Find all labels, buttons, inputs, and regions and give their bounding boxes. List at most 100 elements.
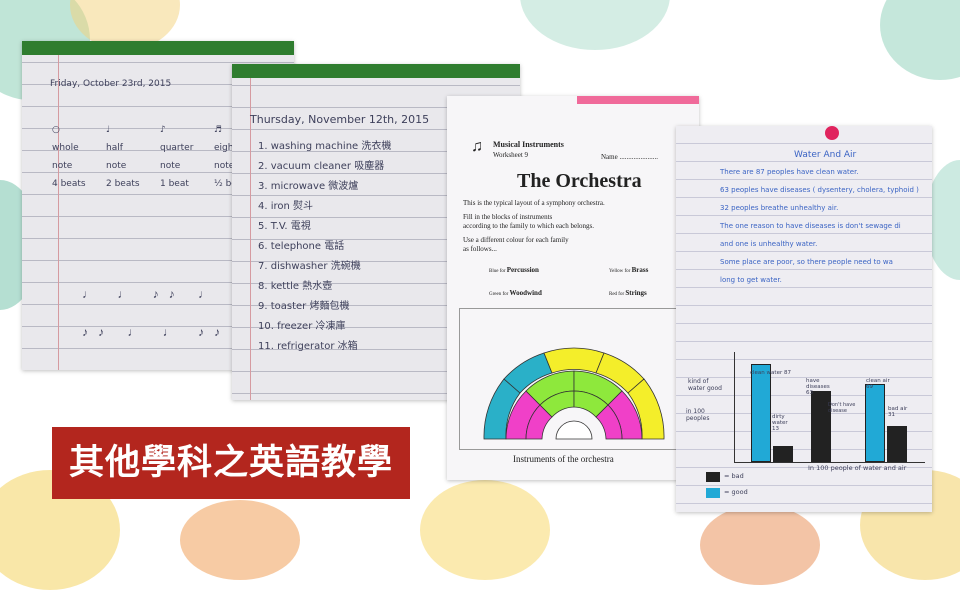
list-item: 6. telephone 電話 [258, 241, 345, 252]
legend-family: Percussion [506, 266, 539, 274]
text-line: There are 87 peoples have clean water. [720, 168, 859, 176]
chart-bar [865, 384, 885, 462]
chart-annotation: bad air 31 [888, 406, 908, 418]
table-cell: ♩ [106, 125, 111, 135]
legend-family: Strings [625, 289, 647, 297]
chart-annotation: Don't have disease [828, 402, 856, 414]
list-item: 2. vacuum cleaner 吸塵器 [258, 161, 385, 172]
worksheet-header: Musical Instruments [493, 140, 564, 149]
rhythm-notes-drawing: ♪♪ ♩ ♩ ♪♪ [82, 325, 231, 339]
legend-prefix: Blue for [489, 269, 506, 274]
margin-line [58, 55, 59, 370]
strings-block [595, 404, 623, 440]
legend-label-good: = good [724, 488, 748, 496]
list-item: 10. freezer 冷凍庫 [258, 321, 346, 332]
table-cell: whole [52, 143, 79, 153]
page-date: Thursday, November 12th, 2015 [250, 113, 430, 126]
chart-annotation: dirty water 13 [772, 414, 788, 432]
legend-swatch-good [706, 488, 720, 498]
brass-block [627, 378, 665, 440]
watercolor-dot [420, 480, 550, 580]
table-cell: eighth [214, 143, 243, 153]
music-logo-icon: ♫ [471, 138, 483, 155]
instruction-text: Fill in the blocks of instruments [463, 213, 553, 221]
watercolor-dot [180, 500, 300, 580]
table-cell: ½ beat [214, 179, 246, 189]
notebook-photo-water-air: Water And Air There are 87 peoples have … [676, 126, 932, 512]
table-cell: ○ [52, 125, 60, 135]
list-item: 1. washing machine 洗衣機 [258, 141, 392, 152]
chart-x-label: In 100 people of water and air [808, 464, 907, 472]
worksheet-intro: This is the typical layout of a symphony… [463, 199, 605, 207]
list-item: 7. dishwasher 洗碗機 [258, 261, 361, 272]
list-item: 8. kettle 熱水壺 [258, 281, 333, 292]
legend-family: Brass [631, 266, 649, 274]
water-air-bar-chart [734, 352, 925, 463]
legend-prefix: Yellow for [609, 269, 631, 274]
watercolor-dot [700, 505, 820, 585]
binder-clip-edge [577, 96, 699, 104]
legend-brass: Yellow for Brass [609, 266, 648, 274]
table-cell: ♪ [160, 125, 166, 135]
legend-label-bad: = bad [724, 472, 744, 480]
worksheet-number: Worksheet 9 [493, 151, 529, 159]
orchestra-seating-svg [483, 347, 665, 440]
legend-strings: Red for Strings [609, 289, 647, 297]
orchestra-layout-diagram [459, 308, 689, 450]
table-cell: note [52, 161, 73, 171]
worksheet-title: The Orchestra [517, 170, 642, 192]
instruction-text: according to the family to which each be… [463, 222, 595, 230]
chart-annotation: clean water 87 [750, 370, 791, 376]
table-cell: note [106, 161, 127, 171]
text-line: 63 peoples have diseases ( dysentery, ch… [720, 186, 919, 194]
instruction-text: Use a different colour for each family [463, 236, 569, 244]
chart-bar [751, 364, 771, 462]
legend-percussion: Blue for Percussion [489, 266, 539, 274]
text-line: and one is unhealthy water. [720, 240, 818, 248]
watercolor-dot [520, 0, 670, 50]
chart-bar [773, 446, 793, 462]
legend-family: Woodwind [509, 289, 542, 297]
page-title: Water And Air [794, 150, 857, 160]
list-item: 9. toaster 烤麵包機 [258, 301, 350, 312]
list-item: 4. iron 熨斗 [258, 201, 314, 212]
legend-woodwind: Green for Woodwind [489, 289, 542, 297]
table-cell: 4 beats [52, 179, 86, 189]
page-date: Friday, October 23rd, 2015 [50, 79, 172, 89]
name-label-text: Name [601, 153, 618, 161]
list-item: 3. microwave 微波爐 [258, 181, 359, 192]
list-item: 11. refrigerator 冰箱 [258, 341, 358, 352]
notebook-cover-edge [22, 41, 294, 55]
paragraph-lines: There are 87 peoples have clean water. 6… [720, 168, 919, 294]
note-value-table: ○ ♩ ♪ ♬ whole half quarter eighth note n… [52, 125, 268, 189]
text-line: Some place are poor, so there people nee… [720, 258, 893, 266]
list-item: 5. T.V. 電視 [258, 221, 311, 232]
title-banner: 其他學科之英語教學 [52, 427, 410, 499]
notebook-cover-edge [232, 64, 520, 78]
chart-bar [887, 426, 907, 462]
table-cell: 2 beats [106, 179, 140, 189]
name-label: Name ...................... [601, 153, 658, 161]
worksheet-photo-orchestra: ♫ Musical Instruments Worksheet 9 Name .… [447, 96, 699, 480]
rhythm-notes-drawing: ♩ ♩ ♪♪ ♩ [82, 287, 221, 301]
appliance-list: 1. washing machine 洗衣機 2. vacuum cleaner… [258, 137, 391, 357]
margin-line [250, 78, 251, 400]
chart-bar [811, 391, 831, 462]
pin-icon [825, 126, 839, 140]
brass-block [543, 347, 605, 374]
text-line: The one reason to have diseases is don't… [720, 222, 901, 230]
text-line: 32 peoples breathe unhealthy air. [720, 204, 839, 212]
legend-prefix: Red for [609, 292, 625, 297]
chart-annotation: have diseases 63 [806, 378, 830, 396]
banner-title: 其他學科之英語教學 [68, 442, 393, 483]
instruction-text: as follows... [463, 245, 497, 253]
text-line: long to get water. [720, 276, 782, 284]
legend-swatch-bad [706, 472, 720, 482]
table-cell: quarter [160, 143, 194, 153]
table-cell: note [214, 161, 235, 171]
chart-annotation: clean air 69 [866, 378, 890, 390]
worksheet-footer: Instruments of the orchestra [513, 454, 614, 464]
table-cell: 1 beat [160, 179, 189, 189]
chart-y-label: kind of water good [688, 378, 722, 392]
table-cell: ♬ [214, 125, 223, 135]
